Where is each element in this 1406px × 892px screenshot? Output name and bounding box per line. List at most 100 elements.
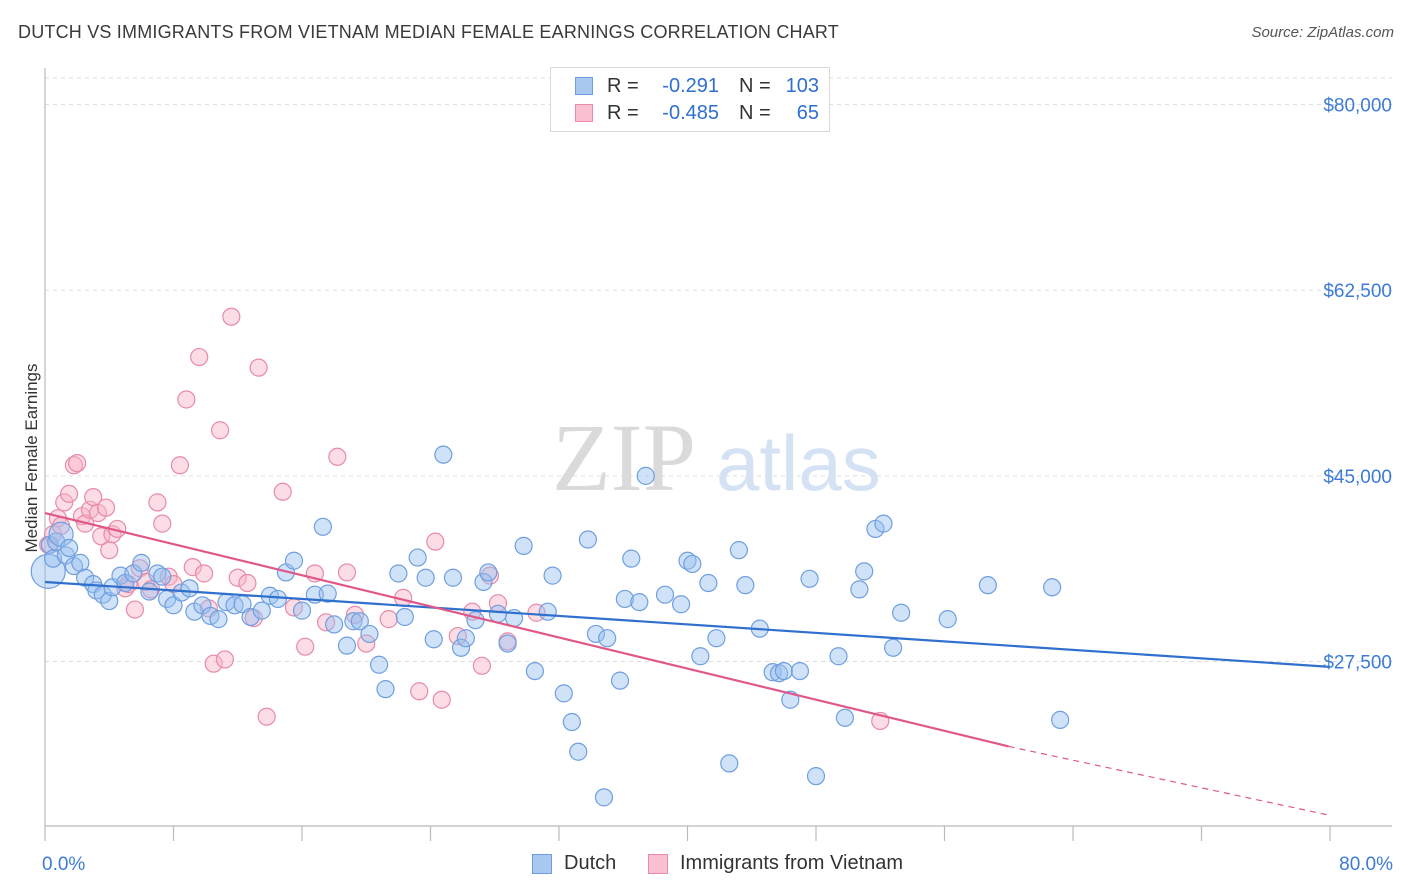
dutch-point (636, 466, 655, 485)
dutch-point (790, 661, 810, 681)
vietnam-point (100, 541, 119, 560)
y-tick-label: $27,500 (1323, 653, 1392, 674)
x-tick-label: 0.0% (42, 854, 85, 875)
dutch-point (806, 767, 826, 786)
dutch-point (209, 610, 228, 629)
watermark-atlas: atlas (716, 419, 881, 507)
legend-swatch-dutch (532, 853, 552, 874)
legend-row-vietnam: R = -0.485 N = 65 (575, 100, 819, 126)
dutch-point (562, 712, 581, 732)
dutch-point (241, 607, 260, 627)
source-label: Source: ZipAtlas.com (1251, 24, 1394, 41)
y-tick-label: $62,500 (1323, 281, 1392, 302)
watermark-zip: ZIP (552, 404, 696, 511)
dutch-point (318, 584, 337, 603)
chart-title: DUTCH VS IMMIGRANTS FROM VIETNAM MEDIAN … (18, 22, 839, 42)
dutch-point (456, 629, 475, 648)
vietnam-point (190, 347, 209, 367)
trend-lines (44, 511, 1331, 816)
dutch-point (132, 553, 151, 572)
dutch-point (800, 569, 819, 588)
dutch-point (153, 567, 172, 586)
dutch-point (892, 603, 911, 622)
dutch-point (874, 514, 893, 533)
vietnam-point (472, 656, 491, 675)
legend-r-label: R = (607, 74, 639, 97)
vietnam-point (238, 573, 257, 593)
dutch-point (569, 742, 588, 761)
dutch-point (598, 629, 617, 648)
vietnam-point (170, 456, 190, 475)
dutch-point (370, 655, 389, 674)
dutch-point (630, 593, 649, 612)
dutch-point (148, 564, 167, 583)
dutch-point (554, 684, 573, 703)
dutch-point (691, 647, 710, 666)
vietnam-trend-extension (1008, 745, 1331, 816)
dutch-point (268, 589, 288, 609)
dutch-point (678, 551, 697, 570)
tick-labels: $27,500 $45,000 $62,500 $80,000 0.0% 80.0% (42, 96, 1393, 875)
dutch-point (622, 549, 641, 568)
dutch-point (699, 573, 718, 593)
dutch-point (655, 585, 675, 604)
dutch-point (292, 601, 312, 620)
vietnam-point (68, 454, 87, 473)
vietnam-point (177, 390, 196, 409)
axes (44, 68, 1392, 841)
dutch-point (525, 661, 545, 681)
legend-item-vietnam: Immigrants from Vietnam (648, 852, 903, 875)
dutch-point (479, 563, 498, 582)
watermark: ZIP atlas (552, 404, 881, 511)
dutch-point (586, 624, 606, 644)
dutch-point (707, 629, 726, 648)
vietnam-point (328, 447, 347, 466)
legend-n-value: 65 (796, 101, 819, 124)
vietnam-point (432, 690, 451, 709)
dutch-trend-line (44, 580, 1331, 668)
dutch-point (344, 612, 363, 631)
dutch-point (578, 530, 598, 549)
legend-label-dutch: Dutch (564, 852, 617, 874)
dutch-point (736, 576, 755, 595)
vietnam-point (92, 527, 111, 546)
dutch-point (252, 601, 271, 620)
dutch-point (389, 564, 408, 583)
vietnam-point (357, 634, 376, 653)
y-tick-label: $45,000 (1323, 467, 1392, 488)
dutch-point (1043, 578, 1062, 597)
dutch-point (30, 553, 66, 589)
dutch-point (474, 572, 493, 592)
x-tick-label: 80.0% (1339, 854, 1393, 875)
vietnam-point (148, 493, 167, 512)
y-tick-label: $80,000 (1323, 96, 1392, 117)
dutch-point (543, 566, 562, 585)
dutch-point (424, 630, 443, 649)
vietnam-point (296, 637, 315, 656)
vietnam-point (228, 568, 247, 587)
vietnam-trend-line (44, 511, 1010, 748)
vietnam-point (125, 600, 145, 619)
vietnam-point (64, 456, 84, 475)
dutch-point (325, 615, 344, 634)
dutch-point (100, 591, 119, 611)
dutch-point (284, 551, 304, 570)
dutch-point (729, 541, 749, 560)
vietnam-point (215, 650, 234, 669)
dutch-point (408, 548, 427, 567)
dutch-point (59, 538, 79, 558)
series-legend: Dutch Immigrants from Vietnam (0, 850, 1406, 880)
vietnam-point (194, 564, 214, 583)
vietnam-point (337, 563, 357, 582)
dutch-point (488, 604, 508, 623)
dutch-point (180, 579, 199, 598)
dutch-point (938, 610, 957, 629)
legend-swatch-dutch (575, 77, 593, 95)
vietnam-point (153, 514, 172, 533)
dutch-point (466, 611, 485, 630)
dutch-point (855, 562, 874, 581)
stats-legend: R = -0.291 N = 103 R = -0.485 N = 65 (550, 67, 830, 132)
vietnam-point (273, 482, 292, 501)
vietnam-point (204, 654, 223, 673)
